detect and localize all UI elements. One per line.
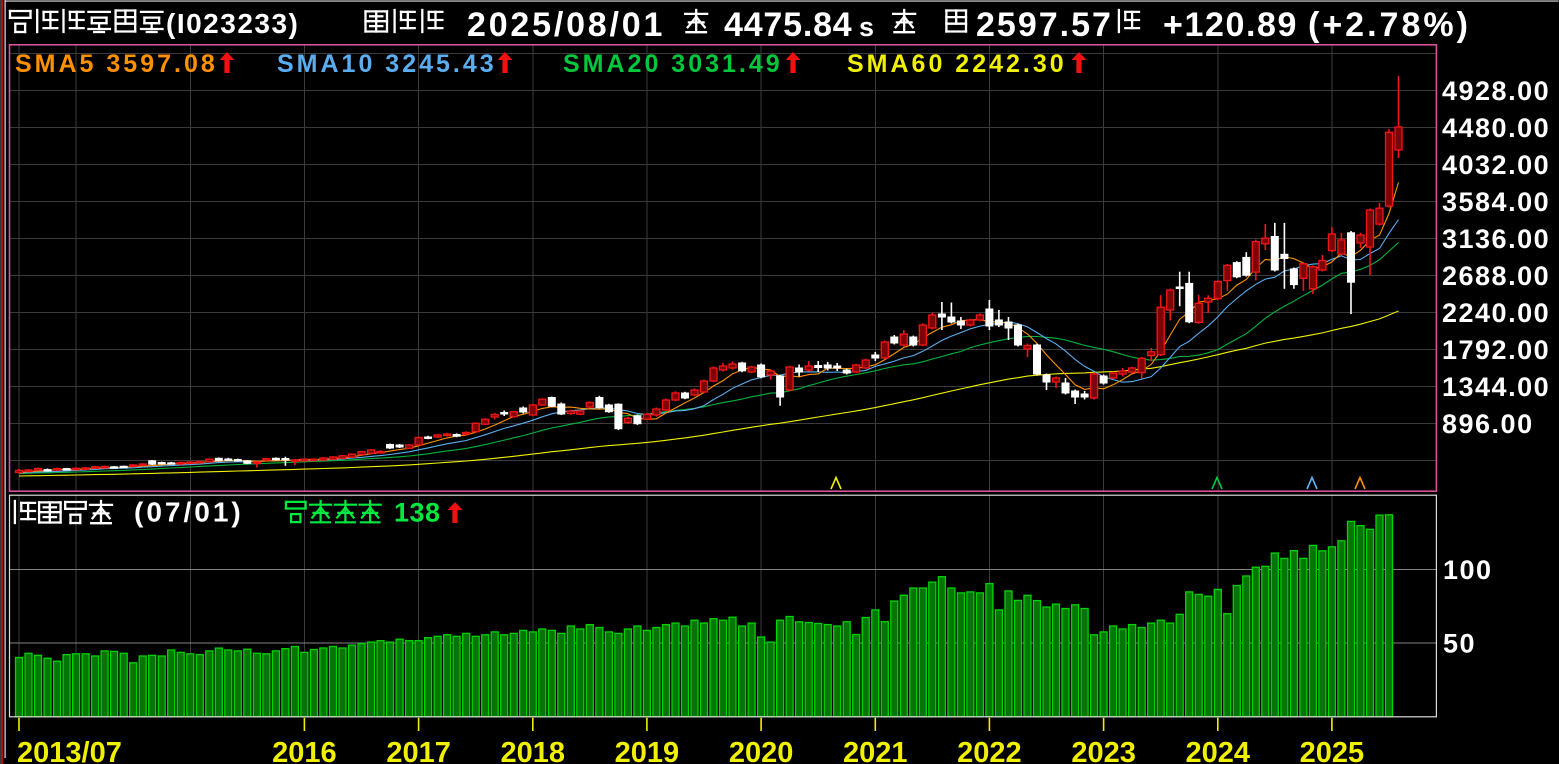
svg-text:4032.00: 4032.00 <box>1442 150 1550 180</box>
svg-text:2021: 2021 <box>843 737 908 764</box>
svg-text:2017: 2017 <box>386 737 451 764</box>
svg-text:(I023233): (I023233) <box>166 8 299 39</box>
svg-text:+120.89: +120.89 <box>1163 6 1298 44</box>
svg-text:1344.00: 1344.00 <box>1442 372 1550 402</box>
svg-text:3136.00: 3136.00 <box>1442 224 1550 254</box>
svg-text:1792.00: 1792.00 <box>1442 335 1550 365</box>
svg-text:SMA60 2242.30: SMA60 2242.30 <box>847 50 1067 78</box>
svg-text:(+2.78%): (+2.78%) <box>1308 6 1471 44</box>
svg-text:4475.84: 4475.84 <box>724 6 853 44</box>
svg-text:SMA20 3031.49: SMA20 3031.49 <box>563 50 783 78</box>
svg-text:4928.00: 4928.00 <box>1442 76 1550 106</box>
svg-text:SMA5 3597.08: SMA5 3597.08 <box>15 50 218 78</box>
svg-text:2024: 2024 <box>1186 737 1251 764</box>
svg-text:896.00: 896.00 <box>1442 409 1534 439</box>
svg-text:2023: 2023 <box>1071 737 1136 764</box>
svg-text:4480.00: 4480.00 <box>1442 113 1550 143</box>
svg-text:2020: 2020 <box>729 737 794 764</box>
svg-text:3584.00: 3584.00 <box>1442 187 1550 217</box>
svg-text:138: 138 <box>394 498 441 528</box>
svg-text:s: s <box>859 12 874 42</box>
svg-text:2597.57: 2597.57 <box>976 6 1113 44</box>
svg-text:2240.00: 2240.00 <box>1442 298 1550 328</box>
svg-text:2025/08/01: 2025/08/01 <box>467 6 665 44</box>
svg-text:2018: 2018 <box>501 737 566 764</box>
svg-text:100: 100 <box>1443 555 1493 585</box>
svg-text:(07/01): (07/01) <box>134 497 244 528</box>
svg-text:2025: 2025 <box>1300 737 1365 764</box>
svg-text:2022: 2022 <box>957 737 1022 764</box>
svg-text:2688.00: 2688.00 <box>1442 261 1550 291</box>
svg-text:2016: 2016 <box>272 737 337 764</box>
svg-text:2019: 2019 <box>615 737 680 764</box>
svg-text:50: 50 <box>1443 629 1476 659</box>
svg-text:2013/07: 2013/07 <box>17 737 122 764</box>
svg-text:SMA10 3245.43: SMA10 3245.43 <box>277 50 497 78</box>
